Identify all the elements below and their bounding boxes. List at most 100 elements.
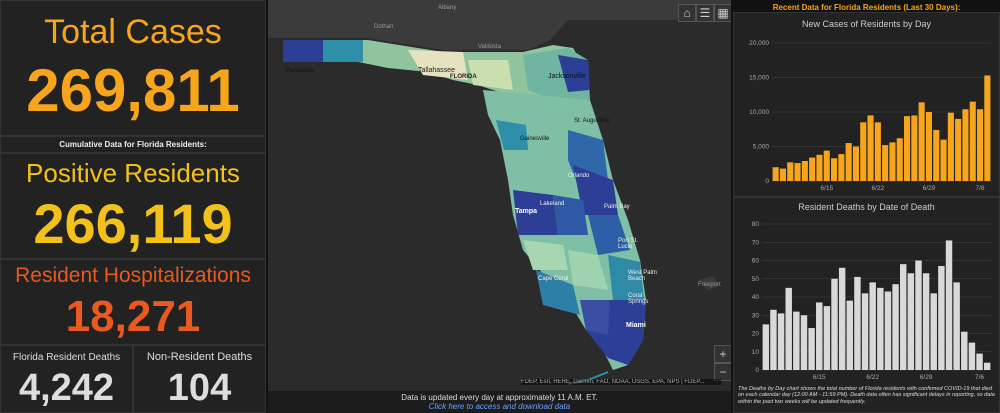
map-canvas[interactable] bbox=[268, 0, 731, 391]
bar[interactable] bbox=[907, 273, 915, 370]
bar[interactable] bbox=[800, 315, 808, 370]
bar[interactable] bbox=[918, 102, 925, 181]
county-collier bbox=[580, 300, 610, 335]
bar[interactable] bbox=[962, 109, 969, 181]
y-tick-label: 40 bbox=[752, 294, 760, 301]
bar[interactable] bbox=[961, 331, 968, 370]
bar[interactable] bbox=[892, 284, 899, 370]
cases-chart-panel: New Cases of Residents by Day 0 5,000 10,0… bbox=[733, 12, 1000, 197]
grid-icon[interactable]: ▦ bbox=[714, 4, 731, 22]
bar[interactable] bbox=[947, 112, 954, 181]
bar[interactable] bbox=[777, 313, 785, 370]
map-label-west-palm-beach: West Palm Beach bbox=[628, 270, 657, 282]
county-santa-rosa bbox=[323, 40, 363, 62]
bar[interactable] bbox=[808, 328, 815, 370]
bar[interactable] bbox=[838, 267, 846, 370]
bar[interactable] bbox=[976, 353, 983, 370]
bar[interactable] bbox=[867, 115, 874, 181]
map-label-gainesville: Gainesville bbox=[520, 136, 550, 142]
bar[interactable] bbox=[968, 342, 976, 370]
county-brevard bbox=[588, 215, 630, 255]
florida-map[interactable]: Albany Dothan Valdosta Tallahassee FLORI… bbox=[268, 0, 731, 413]
bar[interactable] bbox=[762, 324, 770, 370]
bar[interactable] bbox=[930, 293, 937, 370]
total-cases-label: Total Cases bbox=[44, 13, 222, 52]
map-label-tampa: Tampa bbox=[515, 208, 538, 215]
x-tick-label: 6/15 bbox=[820, 185, 833, 192]
bar[interactable] bbox=[900, 264, 907, 370]
bar[interactable] bbox=[904, 116, 911, 181]
positive-residents-label: Positive Residents bbox=[26, 158, 240, 189]
x-tick-label: 7/6 bbox=[975, 374, 984, 381]
update-note: Data is updated every day at approximate… bbox=[401, 393, 598, 402]
bar[interactable] bbox=[938, 265, 945, 370]
cumulative-note-panel: Cumulative Data for Florida Residents: bbox=[0, 136, 266, 153]
x-tick-label: 6/29 bbox=[923, 185, 936, 192]
y-tick-label: 0 bbox=[765, 178, 769, 185]
bar[interactable] bbox=[823, 150, 830, 181]
cumulative-note: Cumulative Data for Florida Residents: bbox=[59, 140, 207, 149]
zoom-out-button[interactable]: − bbox=[714, 363, 731, 381]
bar[interactable] bbox=[794, 163, 801, 181]
bar[interactable] bbox=[831, 158, 838, 181]
bar[interactable] bbox=[977, 109, 984, 181]
bar[interactable] bbox=[801, 160, 808, 181]
bar[interactable] bbox=[969, 101, 976, 181]
home-icon[interactable]: ⌂ bbox=[678, 4, 696, 22]
bar[interactable] bbox=[779, 168, 786, 181]
y-tick-label: 70 bbox=[752, 239, 760, 246]
bar[interactable] bbox=[984, 75, 991, 181]
download-data-link[interactable]: Click here to access and download data bbox=[428, 402, 571, 411]
bar[interactable] bbox=[787, 162, 794, 181]
bar[interactable] bbox=[831, 278, 838, 370]
bar[interactable] bbox=[945, 240, 953, 370]
charts-column: Recent Data for Florida Residents (Last … bbox=[733, 0, 1000, 413]
recent-data-header: Recent Data for Florida Residents (Last … bbox=[772, 3, 961, 12]
map-label-albany: Albany bbox=[438, 5, 457, 11]
bar[interactable] bbox=[896, 138, 903, 181]
bar[interactable] bbox=[860, 122, 867, 181]
bar[interactable] bbox=[854, 276, 861, 370]
nonresident-deaths-value: 104 bbox=[167, 367, 232, 409]
bar[interactable] bbox=[845, 143, 852, 181]
map-label-lakeland: Lakeland bbox=[540, 201, 565, 207]
bar[interactable] bbox=[809, 157, 816, 181]
bar[interactable] bbox=[882, 145, 889, 181]
bar[interactable] bbox=[785, 287, 792, 370]
bar[interactable] bbox=[874, 122, 881, 181]
bar[interactable] bbox=[823, 306, 831, 370]
bar[interactable] bbox=[915, 260, 922, 371]
bar[interactable] bbox=[793, 311, 800, 370]
bar[interactable] bbox=[861, 293, 869, 370]
bar[interactable] bbox=[770, 309, 777, 370]
bar[interactable] bbox=[852, 146, 859, 182]
bar[interactable] bbox=[889, 142, 896, 181]
nonresident-deaths-label: Non-Resident Deaths bbox=[146, 351, 253, 363]
bar[interactable] bbox=[911, 115, 918, 181]
bar[interactable] bbox=[953, 282, 960, 370]
bar[interactable] bbox=[816, 302, 823, 370]
bar[interactable] bbox=[846, 300, 853, 370]
bar[interactable] bbox=[983, 362, 991, 370]
bar[interactable] bbox=[922, 273, 930, 370]
bar[interactable] bbox=[772, 167, 779, 181]
bar[interactable] bbox=[877, 287, 884, 370]
bar[interactable] bbox=[925, 112, 932, 181]
county-escambia bbox=[283, 40, 323, 62]
deaths-chart-note: The Deaths by Day chart shows the total … bbox=[738, 386, 995, 405]
bar[interactable] bbox=[933, 129, 940, 181]
list-icon[interactable]: ☰ bbox=[696, 4, 714, 22]
county-hillsborough bbox=[513, 190, 558, 235]
bar[interactable] bbox=[869, 282, 876, 370]
bar[interactable] bbox=[940, 139, 947, 181]
y-tick-label: 20 bbox=[752, 331, 760, 338]
map-label-dothan: Dothan bbox=[374, 24, 394, 30]
zoom-in-button[interactable]: + bbox=[714, 345, 731, 363]
bar[interactable] bbox=[816, 154, 823, 181]
map-label-jacksonville: Jacksonville bbox=[548, 73, 586, 80]
bar[interactable] bbox=[838, 154, 845, 181]
y-tick-label: 30 bbox=[752, 312, 760, 319]
bar[interactable] bbox=[955, 118, 962, 181]
x-tick-label: 6/22 bbox=[866, 374, 879, 381]
bar[interactable] bbox=[884, 291, 892, 370]
